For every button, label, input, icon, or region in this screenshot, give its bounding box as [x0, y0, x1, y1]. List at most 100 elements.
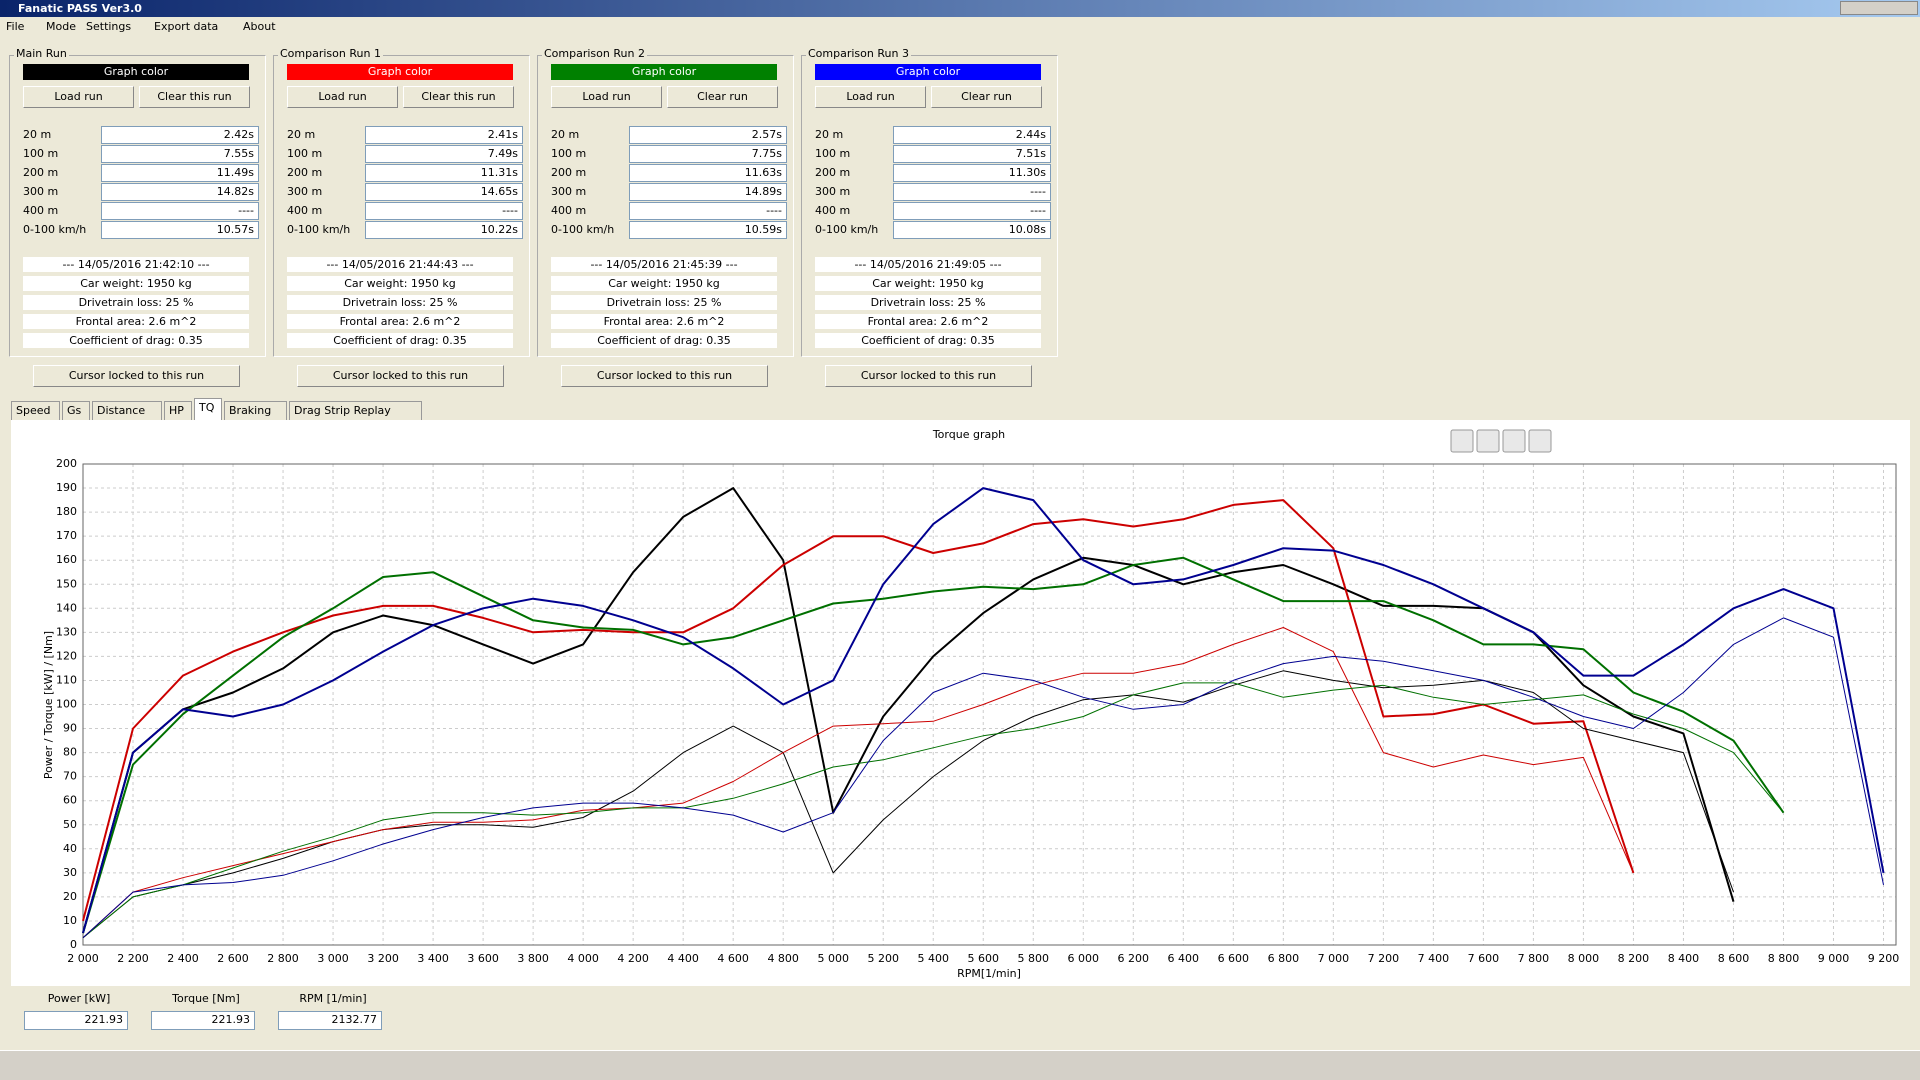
- y-tick-label: 30: [63, 866, 77, 879]
- clear-run-button[interactable]: Clear this run: [139, 86, 250, 108]
- row-value: 11.63s: [629, 164, 787, 182]
- run-label: Comparison Run 2: [542, 47, 647, 61]
- menu-item[interactable]: File: [6, 20, 25, 33]
- series-line: [82, 487, 1735, 934]
- readout-value[interactable]: 221.93: [151, 1011, 255, 1030]
- x-tick-label: 3 800: [517, 952, 549, 965]
- row-value: 10.22s: [365, 221, 523, 239]
- tab[interactable]: Speed: [11, 401, 60, 420]
- x-tick-label: 3 400: [417, 952, 449, 965]
- row-value: 7.55s: [101, 145, 259, 163]
- y-tick-label: 50: [63, 818, 77, 831]
- readout-value[interactable]: 221.93: [24, 1011, 128, 1030]
- load-run-button[interactable]: Load run: [551, 86, 662, 108]
- readout-label: Torque [Nm]: [172, 992, 240, 1005]
- tab[interactable]: Braking: [224, 401, 287, 420]
- row-value: ----: [629, 202, 787, 220]
- row-value: 10.59s: [629, 221, 787, 239]
- load-run-button[interactable]: Load run: [287, 86, 398, 108]
- row-label: 300 m: [815, 185, 851, 198]
- run-info: --- 14/05/2016 21:44:43 ---: [287, 257, 513, 272]
- tab[interactable]: TQ: [194, 398, 222, 420]
- readout-value[interactable]: 2132.77: [278, 1011, 382, 1030]
- graph-color-button[interactable]: Graph color: [23, 64, 249, 80]
- menu-item[interactable]: Export data: [154, 20, 219, 33]
- row-value: 14.82s: [101, 183, 259, 201]
- x-tick-label: 8 600: [1718, 952, 1750, 965]
- x-tick-label: 8 400: [1668, 952, 1700, 965]
- run-info: Drivetrain loss: 25 %: [23, 295, 249, 310]
- row-label: 100 m: [551, 147, 587, 160]
- run-info: Frontal area: 2.6 m^2: [23, 314, 249, 329]
- y-tick-label: 160: [56, 553, 77, 566]
- load-run-button[interactable]: Load run: [815, 86, 926, 108]
- row-value: 11.49s: [101, 164, 259, 182]
- menu-item[interactable]: About: [243, 20, 276, 33]
- x-tick-label: 6 800: [1268, 952, 1300, 965]
- run-info: --- 14/05/2016 21:45:39 ---: [551, 257, 777, 272]
- row-value: ----: [101, 202, 259, 220]
- run-info: Drivetrain loss: 25 %: [287, 295, 513, 310]
- row-value: 10.08s: [893, 221, 1051, 239]
- row-label: 400 m: [815, 204, 851, 217]
- tab[interactable]: HP: [164, 401, 192, 420]
- row-value: 2.42s: [101, 126, 259, 144]
- x-tick-label: 8 800: [1768, 952, 1800, 965]
- chart-toolbar-button[interactable]: [1528, 429, 1552, 453]
- run-panel: [801, 55, 1058, 357]
- graph-color-button[interactable]: Graph color: [551, 64, 777, 80]
- cursor-lock-button[interactable]: Cursor locked to this run: [297, 365, 504, 387]
- run-info: --- 14/05/2016 21:42:10 ---: [23, 257, 249, 272]
- chart-toolbar-button[interactable]: [1502, 429, 1526, 453]
- row-label: 20 m: [815, 128, 844, 141]
- row-value: 11.31s: [365, 164, 523, 182]
- x-tick-label: 7 200: [1368, 952, 1400, 965]
- x-tick-label: 2 200: [117, 952, 149, 965]
- clear-run-button[interactable]: Clear this run: [403, 86, 514, 108]
- menu-item[interactable]: Mode: [46, 20, 76, 33]
- menu-bar: [0, 17, 1920, 37]
- clear-run-button[interactable]: Clear run: [931, 86, 1042, 108]
- row-value: 2.41s: [365, 126, 523, 144]
- load-run-button[interactable]: Load run: [23, 86, 134, 108]
- clear-run-button[interactable]: Clear run: [667, 86, 778, 108]
- series-line: [82, 682, 1784, 939]
- x-tick-label: 7 600: [1468, 952, 1500, 965]
- run-info: Coefficient of drag: 0.35: [551, 333, 777, 348]
- y-tick-label: 110: [56, 673, 77, 686]
- series-line: [82, 487, 1885, 934]
- run-info: Coefficient of drag: 0.35: [23, 333, 249, 348]
- menu-item[interactable]: Settings: [86, 20, 132, 33]
- x-tick-label: 6 600: [1218, 952, 1250, 965]
- row-value: 2.44s: [893, 126, 1051, 144]
- row-value: 7.51s: [893, 145, 1051, 163]
- window-controls[interactable]: [1840, 1, 1918, 15]
- graph-color-button[interactable]: Graph color: [815, 64, 1041, 80]
- y-tick-label: 70: [63, 770, 77, 783]
- run-info: Coefficient of drag: 0.35: [287, 333, 513, 348]
- graph-color-button[interactable]: Graph color: [287, 64, 513, 80]
- tab[interactable]: Distance: [92, 401, 162, 420]
- y-tick-label: 190: [56, 481, 77, 494]
- cursor-lock-button[interactable]: Cursor locked to this run: [33, 365, 240, 387]
- y-tick-label: 130: [56, 625, 77, 638]
- tab[interactable]: Gs: [62, 401, 90, 420]
- row-label: 0-100 km/h: [23, 223, 87, 236]
- row-label: 300 m: [551, 185, 587, 198]
- run-label: Main Run: [14, 47, 69, 61]
- row-value: ----: [893, 202, 1051, 220]
- cursor-lock-button[interactable]: Cursor locked to this run: [561, 365, 768, 387]
- x-tick-label: 4 400: [667, 952, 699, 965]
- row-value: 10.57s: [101, 221, 259, 239]
- run-label: Comparison Run 1: [278, 47, 383, 61]
- tab[interactable]: Drag Strip Replay: [289, 401, 422, 420]
- chart-toolbar-button[interactable]: [1450, 429, 1474, 453]
- run-label: Comparison Run 3: [806, 47, 911, 61]
- y-tick-label: 100: [56, 698, 77, 711]
- row-label: 300 m: [287, 185, 323, 198]
- x-tick-label: 5 600: [967, 952, 999, 965]
- y-tick-label: 0: [70, 938, 77, 951]
- chart-toolbar-button[interactable]: [1476, 429, 1500, 453]
- row-label: 0-100 km/h: [815, 223, 879, 236]
- cursor-lock-button[interactable]: Cursor locked to this run: [825, 365, 1032, 387]
